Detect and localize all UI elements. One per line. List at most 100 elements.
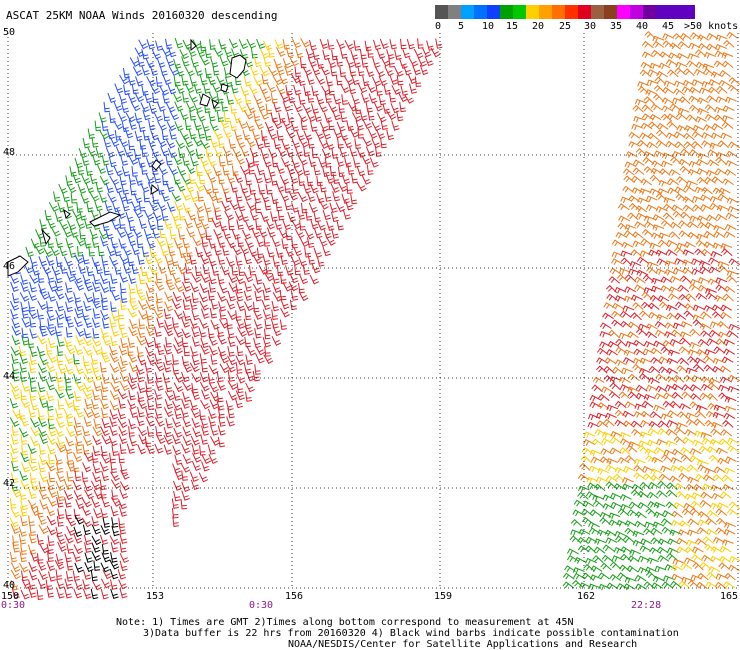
wind-barb bbox=[138, 121, 146, 132]
wind-barb bbox=[719, 545, 732, 553]
wind-barb bbox=[77, 263, 87, 275]
wind-barb bbox=[154, 281, 165, 291]
footnote-line: NOAA/NESDIS/Center for Satellite Applica… bbox=[288, 639, 638, 650]
wind-barb bbox=[92, 389, 101, 401]
wind-barb bbox=[212, 202, 221, 213]
wind-barb bbox=[373, 101, 383, 112]
wind-barb bbox=[657, 480, 669, 489]
wind-barb bbox=[624, 576, 637, 584]
wind-barb bbox=[330, 182, 340, 193]
wind-barb bbox=[667, 187, 680, 195]
wind-barb bbox=[192, 136, 203, 147]
wind-barb bbox=[119, 282, 127, 294]
wind-barb bbox=[653, 446, 666, 454]
wind-barb bbox=[601, 437, 614, 445]
wind-barb bbox=[652, 224, 665, 231]
wind-barb bbox=[302, 183, 312, 194]
wind-barb bbox=[355, 120, 364, 131]
wind-barb bbox=[688, 86, 701, 94]
wind-barb bbox=[332, 173, 340, 184]
wind-barb bbox=[721, 121, 734, 129]
wind-barb bbox=[604, 412, 617, 420]
wind-barb bbox=[637, 86, 650, 95]
wind-barb bbox=[635, 583, 647, 591]
wind-barb bbox=[339, 130, 349, 141]
wind-barb bbox=[316, 175, 323, 187]
wind-barb bbox=[394, 49, 402, 60]
wind-barb bbox=[39, 543, 50, 554]
wind-barb bbox=[260, 148, 269, 160]
wind-barb bbox=[251, 227, 261, 238]
wind-barb bbox=[639, 357, 652, 365]
wind-barb bbox=[322, 245, 331, 257]
wind-barb bbox=[340, 111, 348, 123]
wind-barb bbox=[180, 407, 189, 418]
wind-barb bbox=[36, 334, 47, 345]
wind-barb bbox=[299, 274, 309, 285]
wind-barb bbox=[660, 285, 673, 292]
wind-barb bbox=[188, 128, 197, 140]
wind-barb bbox=[64, 533, 74, 544]
wind-barb bbox=[246, 371, 255, 382]
wind-barb bbox=[282, 219, 292, 231]
wind-barb bbox=[47, 454, 55, 465]
wind-barb bbox=[625, 341, 638, 348]
wind-barb bbox=[681, 267, 694, 275]
wind-barb bbox=[274, 39, 284, 50]
wind-barb bbox=[175, 83, 185, 94]
wind-barb bbox=[100, 389, 108, 401]
wind-barb bbox=[602, 544, 615, 552]
wind-barb bbox=[28, 561, 38, 572]
wind-barb bbox=[679, 337, 691, 346]
wind-barb bbox=[643, 96, 655, 105]
wind-barb bbox=[729, 555, 740, 563]
wind-barb bbox=[244, 325, 254, 336]
wind-barb bbox=[50, 246, 60, 257]
wind-barb bbox=[246, 345, 256, 356]
wind-barb bbox=[258, 84, 269, 95]
wind-barb bbox=[138, 318, 146, 330]
wind-barb bbox=[705, 410, 718, 418]
wind-barb bbox=[606, 582, 619, 590]
wind-barb bbox=[136, 291, 147, 301]
wind-barb bbox=[398, 92, 408, 103]
wind-barb bbox=[689, 328, 701, 337]
wind-barb bbox=[632, 363, 644, 372]
wind-barb bbox=[65, 175, 73, 186]
wind-barb bbox=[562, 581, 575, 589]
wind-barb bbox=[180, 463, 191, 473]
wind-barb bbox=[63, 444, 73, 455]
wind-barb bbox=[18, 427, 29, 438]
wind-barb bbox=[668, 231, 681, 240]
wind-barb bbox=[29, 328, 38, 339]
wind-barb bbox=[678, 472, 690, 480]
wind-barb bbox=[709, 142, 722, 150]
wind-barb bbox=[138, 300, 148, 311]
wind-barb bbox=[47, 497, 58, 507]
wind-barb bbox=[666, 120, 678, 129]
wind-barb bbox=[699, 392, 712, 400]
wind-barb bbox=[54, 211, 63, 222]
wind-barb bbox=[727, 385, 740, 393]
wind-barb bbox=[669, 103, 682, 111]
wind-barb bbox=[721, 115, 734, 122]
wind-barb bbox=[173, 238, 183, 249]
wind-barb bbox=[243, 109, 254, 120]
wind-barb bbox=[677, 465, 690, 473]
wind-barb bbox=[307, 56, 317, 67]
wind-barb bbox=[414, 76, 422, 87]
wind-barb bbox=[95, 147, 104, 158]
wind-barb bbox=[20, 398, 30, 409]
wind-barb bbox=[596, 347, 609, 355]
wind-barb bbox=[137, 327, 146, 339]
wind-barb bbox=[724, 396, 737, 403]
wind-barb bbox=[708, 566, 721, 573]
wind-barb bbox=[586, 476, 599, 484]
wind-barb bbox=[361, 174, 371, 185]
wind-barb bbox=[140, 265, 148, 277]
wind-barb bbox=[166, 121, 177, 131]
wind-barb bbox=[254, 173, 263, 184]
wind-barb bbox=[191, 355, 200, 366]
wind-barb bbox=[54, 559, 65, 570]
wind-barb bbox=[608, 391, 621, 399]
